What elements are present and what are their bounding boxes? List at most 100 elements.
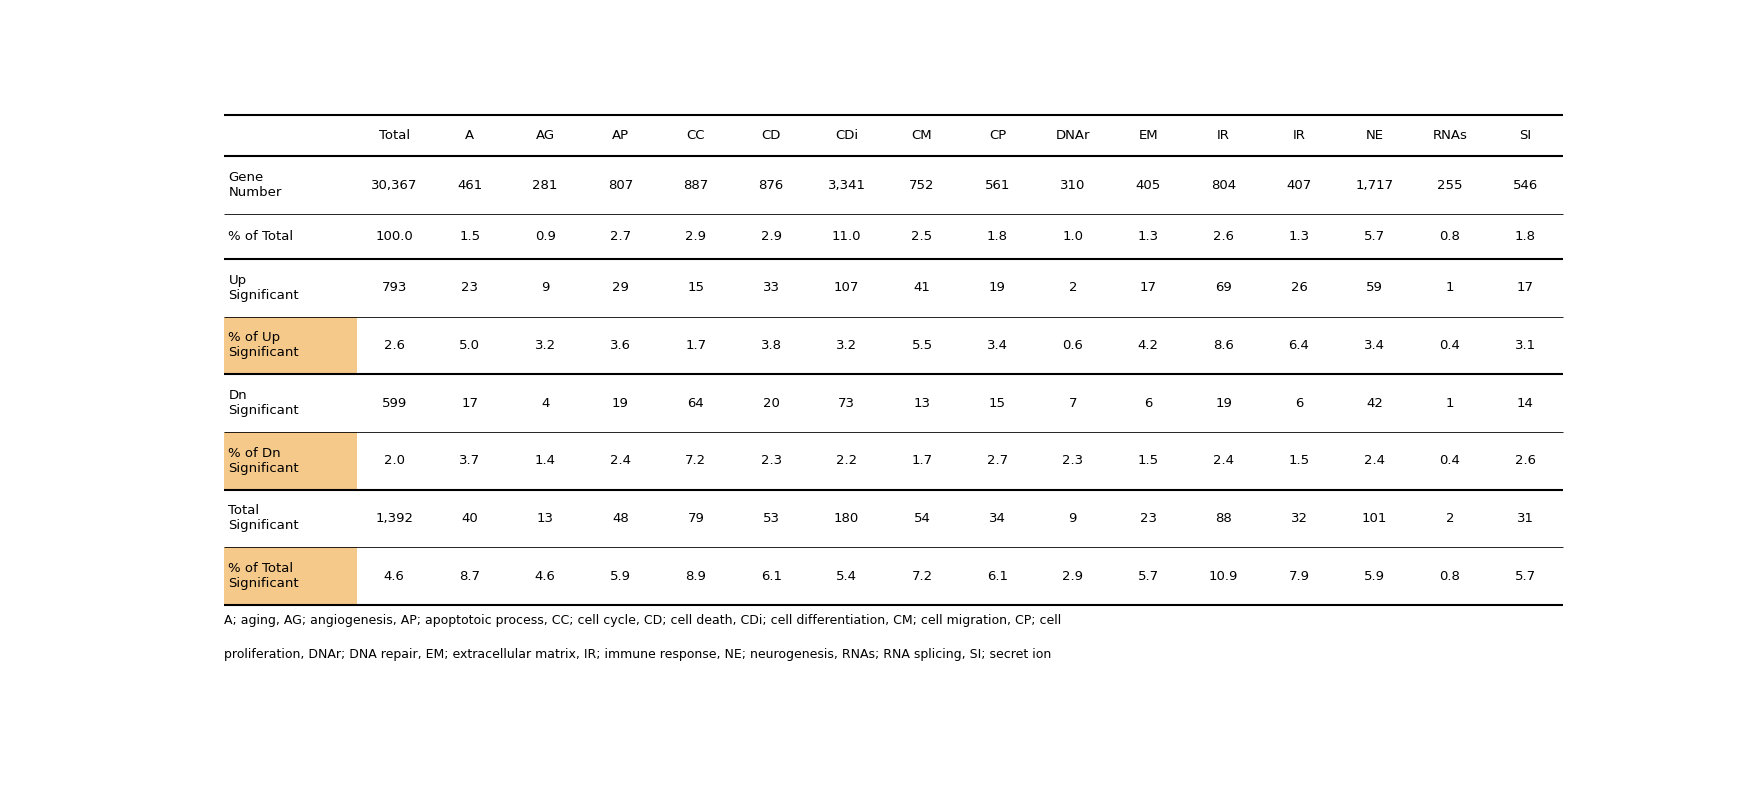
Text: 0.4: 0.4 — [1440, 454, 1461, 467]
Text: 599: 599 — [381, 397, 407, 410]
Text: IR: IR — [1217, 130, 1231, 142]
Text: 4.6: 4.6 — [383, 570, 404, 583]
Text: 3.7: 3.7 — [460, 454, 481, 467]
Text: Up
Significant: Up Significant — [228, 274, 299, 302]
Bar — [225, 316, 357, 374]
Text: 4.2: 4.2 — [1137, 339, 1160, 352]
Text: 887: 887 — [682, 179, 709, 192]
Text: 13: 13 — [536, 512, 554, 525]
Text: 2.9: 2.9 — [1062, 570, 1083, 583]
Text: SI: SI — [1520, 130, 1532, 142]
Text: CDi: CDi — [836, 130, 858, 142]
Text: RNAs: RNAs — [1433, 130, 1468, 142]
Text: 33: 33 — [763, 281, 780, 295]
Text: 1.3: 1.3 — [1137, 230, 1160, 243]
Text: 1.8: 1.8 — [1515, 230, 1536, 243]
Text: DNAr: DNAr — [1055, 130, 1090, 142]
Text: 40: 40 — [461, 512, 479, 525]
Text: 2.3: 2.3 — [761, 454, 782, 467]
Text: 2.4: 2.4 — [1363, 454, 1384, 467]
Text: 19: 19 — [1215, 397, 1233, 410]
Text: 11.0: 11.0 — [832, 230, 862, 243]
Text: 8.7: 8.7 — [460, 570, 481, 583]
Text: 100.0: 100.0 — [376, 230, 413, 243]
Text: proliferation, DNAr; DNA repair, EM; extracellular matrix, IR; immune response, : proliferation, DNAr; DNA repair, EM; ext… — [225, 648, 1052, 661]
Text: 5.7: 5.7 — [1515, 570, 1536, 583]
Text: 3.1: 3.1 — [1515, 339, 1536, 352]
Text: 407: 407 — [1287, 179, 1311, 192]
Text: 101: 101 — [1361, 512, 1388, 525]
Text: 2.6: 2.6 — [1515, 454, 1536, 467]
Text: 14: 14 — [1516, 397, 1534, 410]
Text: 8.9: 8.9 — [686, 570, 707, 583]
Text: 2.6: 2.6 — [1213, 230, 1234, 243]
Text: 2.7: 2.7 — [609, 230, 630, 243]
Text: 17: 17 — [461, 397, 479, 410]
Text: 69: 69 — [1215, 281, 1233, 295]
Text: 0.8: 0.8 — [1440, 230, 1461, 243]
Text: 20: 20 — [763, 397, 780, 410]
Text: 23: 23 — [461, 281, 479, 295]
Text: 6.1: 6.1 — [761, 570, 782, 583]
Text: 1.5: 1.5 — [1288, 454, 1309, 467]
Text: 73: 73 — [837, 397, 855, 410]
Text: 180: 180 — [834, 512, 860, 525]
Text: 1.7: 1.7 — [686, 339, 707, 352]
Text: CD: CD — [761, 130, 782, 142]
Bar — [225, 432, 357, 489]
Text: 3.4: 3.4 — [1363, 339, 1384, 352]
Text: 2.2: 2.2 — [836, 454, 857, 467]
Text: 0.9: 0.9 — [534, 230, 555, 243]
Text: 3.2: 3.2 — [836, 339, 857, 352]
Text: 5.7: 5.7 — [1137, 570, 1160, 583]
Text: 0.6: 0.6 — [1062, 339, 1083, 352]
Text: Total
Significant: Total Significant — [228, 505, 299, 532]
Text: 13: 13 — [914, 397, 930, 410]
Text: 876: 876 — [759, 179, 783, 192]
Text: 1: 1 — [1445, 281, 1454, 295]
Text: 4: 4 — [541, 397, 548, 410]
Text: 54: 54 — [914, 512, 930, 525]
Text: 3.4: 3.4 — [987, 339, 1008, 352]
Text: 3.6: 3.6 — [609, 339, 630, 352]
Text: 5.5: 5.5 — [912, 339, 933, 352]
Text: 2.4: 2.4 — [1213, 454, 1234, 467]
Text: 5.0: 5.0 — [460, 339, 481, 352]
Text: A: A — [465, 130, 474, 142]
Bar — [225, 547, 357, 605]
Text: 17: 17 — [1516, 281, 1534, 295]
Text: % of Total
Significant: % of Total Significant — [228, 562, 299, 590]
Text: 1.8: 1.8 — [987, 230, 1008, 243]
Text: 461: 461 — [458, 179, 482, 192]
Text: 4.6: 4.6 — [534, 570, 555, 583]
Text: 1.3: 1.3 — [1288, 230, 1309, 243]
Text: 59: 59 — [1367, 281, 1382, 295]
Text: 9: 9 — [541, 281, 548, 295]
Text: 752: 752 — [909, 179, 935, 192]
Text: Total: Total — [380, 130, 409, 142]
Text: IR: IR — [1292, 130, 1306, 142]
Text: 7.2: 7.2 — [912, 570, 933, 583]
Text: 32: 32 — [1290, 512, 1307, 525]
Text: 107: 107 — [834, 281, 860, 295]
Text: 3,341: 3,341 — [827, 179, 865, 192]
Text: 255: 255 — [1436, 179, 1462, 192]
Text: 34: 34 — [989, 512, 1006, 525]
Text: 310: 310 — [1060, 179, 1085, 192]
Text: CM: CM — [912, 130, 933, 142]
Text: 7: 7 — [1069, 397, 1078, 410]
Text: 1.5: 1.5 — [1137, 454, 1160, 467]
Text: 2.5: 2.5 — [912, 230, 933, 243]
Text: 64: 64 — [688, 397, 703, 410]
Text: 10.9: 10.9 — [1208, 570, 1238, 583]
Text: % of Up
Significant: % of Up Significant — [228, 332, 299, 360]
Text: EM: EM — [1139, 130, 1158, 142]
Text: 23: 23 — [1140, 512, 1156, 525]
Text: 1.4: 1.4 — [534, 454, 555, 467]
Text: 793: 793 — [381, 281, 407, 295]
Text: 7.2: 7.2 — [686, 454, 707, 467]
Text: 3.8: 3.8 — [761, 339, 782, 352]
Text: 1: 1 — [1445, 397, 1454, 410]
Text: 2.7: 2.7 — [987, 454, 1008, 467]
Text: % of Total: % of Total — [228, 230, 294, 243]
